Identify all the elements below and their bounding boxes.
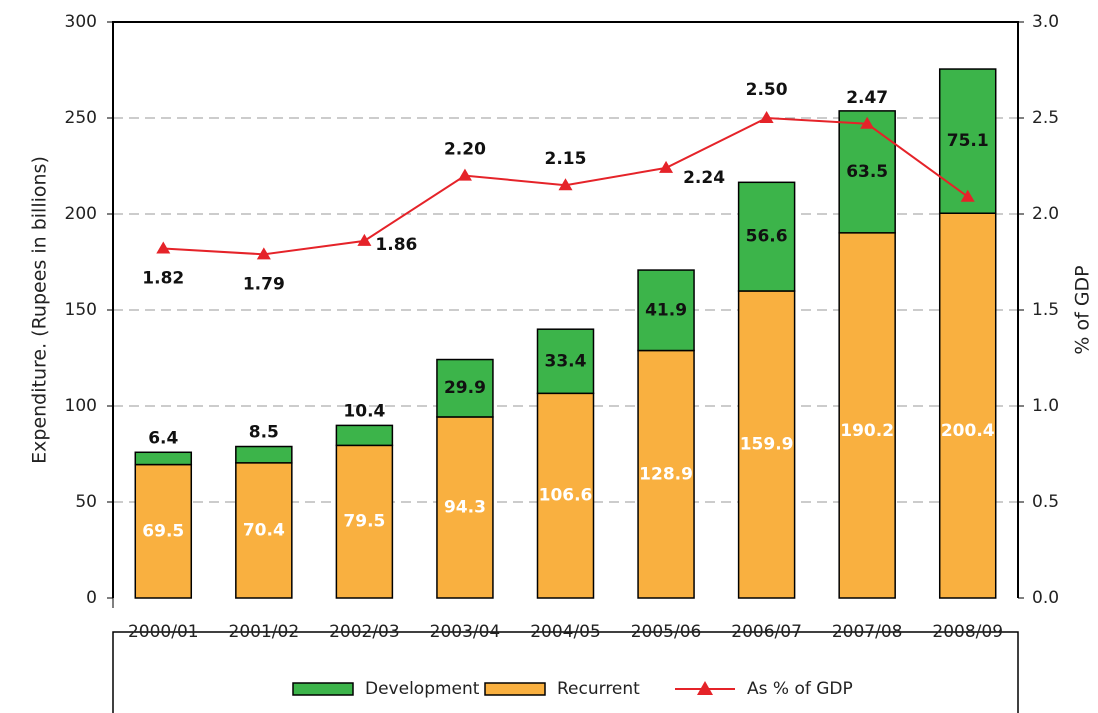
x-tick-label: 2004/05 bbox=[530, 622, 601, 642]
x-tick-label: 2006/07 bbox=[731, 622, 802, 642]
bar-value-label: 29.9 bbox=[444, 378, 486, 398]
x-tick-label: 2002/03 bbox=[329, 622, 400, 642]
bar-value-label: 10.4 bbox=[343, 401, 385, 421]
line-marker bbox=[860, 116, 875, 129]
line-marker bbox=[457, 168, 472, 181]
y-tick-label: 250 bbox=[65, 108, 97, 128]
line-value-label: 2.24 bbox=[683, 168, 725, 188]
plot-frame bbox=[112, 21, 1019, 598]
legend-label: Recurrent bbox=[557, 679, 640, 699]
bar-value-label: 63.5 bbox=[846, 162, 888, 182]
line-value-label: 2.20 bbox=[444, 140, 486, 160]
line-marker bbox=[558, 178, 573, 191]
bar-segment bbox=[134, 451, 193, 466]
line-value-label: 1.82 bbox=[142, 269, 184, 289]
bar-value-label: 69.5 bbox=[142, 521, 184, 541]
bar-segment bbox=[235, 462, 293, 599]
y-tick-label: 50 bbox=[75, 492, 97, 512]
legend-label: As % of GDP bbox=[747, 679, 853, 699]
bar-segment bbox=[536, 328, 595, 395]
legend-swatch bbox=[484, 682, 546, 696]
bar-segment bbox=[737, 181, 796, 292]
line-value-label: 2.47 bbox=[846, 88, 888, 108]
bar-value-label: 70.4 bbox=[243, 520, 285, 540]
bar-value-label: 6.4 bbox=[148, 428, 178, 448]
bar-segment bbox=[436, 358, 494, 418]
line-marker bbox=[357, 233, 372, 246]
legend-label: Development bbox=[365, 679, 480, 699]
y2-axis-title: % of GDP bbox=[1072, 265, 1094, 354]
bar-segment bbox=[637, 269, 695, 352]
line-marker bbox=[256, 247, 271, 260]
x-tick-label: 2000/01 bbox=[128, 622, 199, 642]
y-tick-label: 200 bbox=[65, 204, 97, 224]
line-value-label: 2.50 bbox=[746, 80, 788, 100]
y2-tick-label: 1.5 bbox=[1032, 300, 1059, 320]
y2-tick-label: 2.5 bbox=[1032, 108, 1059, 128]
bar-value-label: 106.6 bbox=[539, 486, 593, 506]
bar-value-label: 200.4 bbox=[941, 421, 995, 441]
bar-value-label: 56.6 bbox=[746, 227, 788, 247]
bar-segment bbox=[235, 445, 293, 464]
y2-tick-label: 2.0 bbox=[1032, 204, 1059, 224]
y-tick-label: 150 bbox=[65, 300, 97, 320]
bar-value-label: 41.9 bbox=[645, 300, 687, 320]
line-marker bbox=[960, 189, 975, 202]
x-tick-label: 2005/06 bbox=[631, 622, 702, 642]
bar-segment bbox=[335, 424, 394, 447]
bar-value-label: 8.5 bbox=[249, 423, 279, 443]
line-value-label: 2.15 bbox=[545, 149, 587, 169]
y2-tick-label: 3.0 bbox=[1032, 12, 1059, 32]
legend-swatch bbox=[292, 682, 354, 696]
y-axis-title: Expenditure. (Rupees in billions) bbox=[29, 156, 51, 464]
y-tick-label: 300 bbox=[65, 12, 97, 32]
x-tick-label: 2003/04 bbox=[430, 622, 501, 642]
bar-value-label: 79.5 bbox=[343, 512, 385, 532]
bar-segment bbox=[737, 290, 796, 599]
line-value-label: 1.86 bbox=[375, 235, 417, 255]
line-marker bbox=[759, 111, 774, 123]
line-marker bbox=[156, 241, 171, 254]
legend-box bbox=[112, 631, 1019, 713]
x-tick-label: 2007/08 bbox=[832, 622, 903, 642]
bar-value-label: 75.1 bbox=[947, 131, 989, 151]
bar-value-label: 159.9 bbox=[740, 434, 794, 454]
bar-segment bbox=[838, 232, 896, 599]
bar-segment bbox=[536, 392, 595, 599]
bar-segment bbox=[637, 349, 695, 599]
x-tick-label: 2008/09 bbox=[932, 622, 1003, 642]
bar-value-label: 190.2 bbox=[840, 421, 894, 441]
bar-segment bbox=[838, 110, 896, 234]
y2-tick-label: 0.5 bbox=[1032, 492, 1059, 512]
y2-tick-label: 1.0 bbox=[1032, 396, 1059, 416]
line-value-label: 1.79 bbox=[243, 274, 285, 294]
bar-segment bbox=[134, 463, 193, 599]
bar-segment bbox=[938, 212, 997, 599]
y-tick-label: 100 bbox=[65, 396, 97, 416]
bar-value-label: 128.9 bbox=[639, 464, 693, 484]
y2-tick-label: 0.0 bbox=[1032, 588, 1059, 608]
line-marker bbox=[659, 160, 674, 173]
y-tick-label: 0 bbox=[86, 588, 97, 608]
legend-marker bbox=[697, 681, 713, 695]
bar-value-label: 33.4 bbox=[545, 351, 587, 371]
bar-segment bbox=[938, 68, 997, 214]
bar-value-label: 94.3 bbox=[444, 497, 486, 517]
x-tick-label: 2001/02 bbox=[229, 622, 300, 642]
